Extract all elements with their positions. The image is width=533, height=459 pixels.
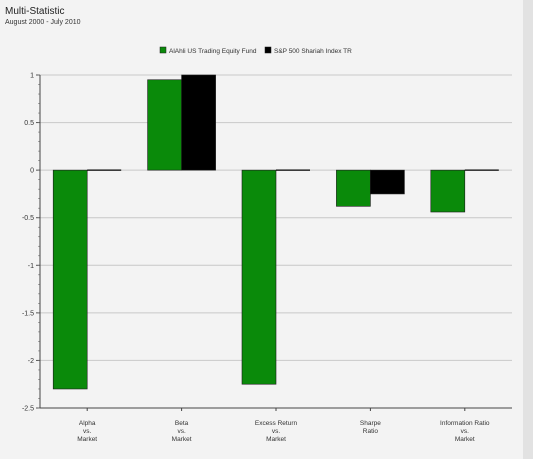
x-category-label: Ratio xyxy=(363,428,379,435)
bar-1-1 xyxy=(181,74,216,171)
y-tick-labels: 1 0.5 0 -0.5 -1 -1.5 -2 -2.5 xyxy=(22,73,34,413)
chart-subtitle: August 2000 - July 2010 xyxy=(5,19,81,26)
y-tick-label: -1.5 xyxy=(22,310,34,317)
x-category-label: Market xyxy=(266,436,286,443)
bar-0-1 xyxy=(147,79,182,171)
legend-label-1: S&P 500 Shariah Index TR xyxy=(274,48,352,55)
x-category-label: Excess Return xyxy=(255,420,298,427)
x-category-label: vs. xyxy=(177,428,186,435)
x-category-label: vs. xyxy=(83,428,92,435)
x-category-label: Beta xyxy=(175,420,189,427)
legend: AlAhli US Trading Equity Fund S&P 500 Sha… xyxy=(159,46,352,55)
x-category-label: Sharpe xyxy=(360,420,381,427)
bar-1-3 xyxy=(370,169,405,195)
y-tick-label: -1 xyxy=(28,263,34,270)
bar-0-3 xyxy=(336,169,371,207)
bar-0-4 xyxy=(430,169,466,213)
x-category-label: Market xyxy=(455,436,475,443)
x-category-label: Market xyxy=(172,436,192,443)
y-tick-label: 0.5 xyxy=(24,120,34,127)
legend-label-0: AlAhli US Trading Equity Fund xyxy=(169,48,257,55)
legend-swatch-1 xyxy=(264,46,272,54)
x-category-label: Market xyxy=(77,436,97,443)
axes xyxy=(36,74,512,411)
window-edge xyxy=(523,0,533,459)
x-category-label: vs. xyxy=(272,428,281,435)
y-tick-label: 0 xyxy=(30,168,34,175)
bars xyxy=(52,74,499,390)
bar-0-0 xyxy=(52,169,88,390)
x-category-label: Alpha xyxy=(79,420,96,427)
bar-0-2 xyxy=(241,169,277,385)
y-tick-label: 1 xyxy=(30,73,34,80)
legend-swatch-0 xyxy=(159,46,167,54)
y-tick-label: -2 xyxy=(28,358,34,365)
y-tick-label: -0.5 xyxy=(22,215,34,222)
x-category-label: Information Ratio xyxy=(440,420,490,427)
x-category-label: vs. xyxy=(461,428,470,435)
chart-title: Multi-Statistic xyxy=(5,6,65,17)
y-tick-label: -2.5 xyxy=(22,406,34,413)
